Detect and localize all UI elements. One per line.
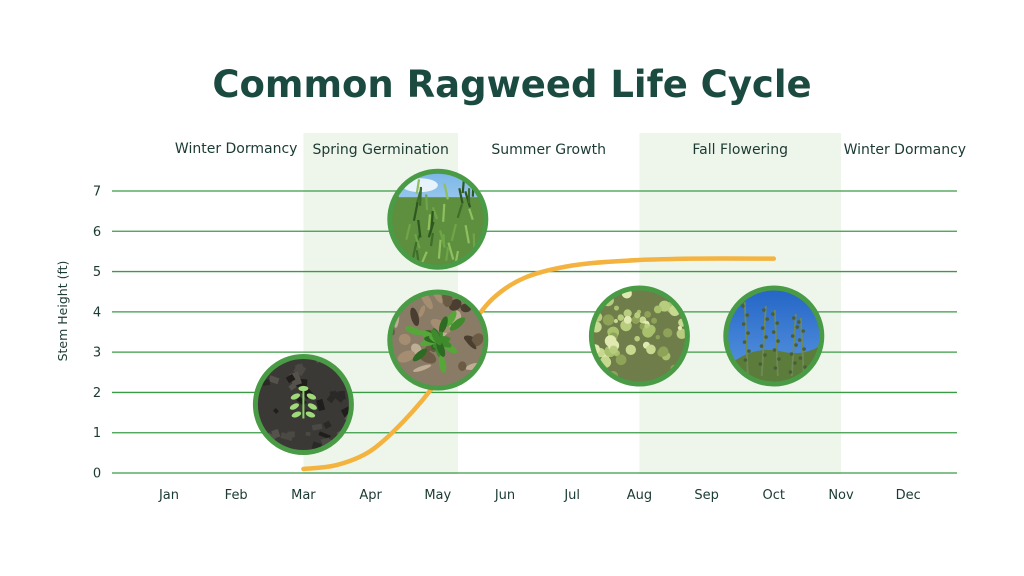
seedling-photo: [252, 354, 354, 456]
y-tick-4: 4: [93, 305, 101, 320]
mature-plant-photo: [387, 168, 489, 270]
x-tick-mar: Mar: [291, 488, 316, 503]
season-label-4: Winter Dormancy: [844, 142, 967, 158]
y-tick-1: 1: [93, 426, 101, 441]
growth-curve: [301, 256, 777, 472]
y-tick-2: 2: [93, 386, 101, 401]
x-tick-nov: Nov: [828, 488, 854, 503]
growth-line-series-0: [301, 256, 777, 472]
y-axis-label: Stem Height (ft): [55, 261, 70, 362]
season-label-0: Winter Dormancy: [175, 141, 298, 157]
season-label-3: Fall Flowering: [692, 142, 788, 158]
y-tick-0: 0: [93, 467, 101, 482]
x-tick-oct: Oct: [763, 488, 785, 503]
y-tick-7: 7: [93, 185, 101, 200]
x-tick-dec: Dec: [896, 488, 921, 503]
y-tick-3: 3: [93, 346, 101, 361]
flowering-plant-photo: [588, 285, 690, 387]
x-tick-jul: Jul: [563, 488, 580, 503]
seed-stalks-photo: [723, 285, 825, 387]
season-label-1: Spring Germination: [312, 142, 448, 158]
x-tick-jun: Jun: [494, 488, 515, 503]
x-tick-aug: Aug: [627, 488, 652, 503]
y-tick-6: 6: [93, 225, 101, 240]
x-tick-feb: Feb: [225, 488, 248, 503]
x-tick-sep: Sep: [694, 488, 719, 503]
x-tick-may: May: [424, 488, 451, 503]
chart-title: Common Ragweed Life Cycle: [212, 63, 811, 106]
y-tick-5: 5: [93, 265, 101, 280]
axis-ticks: 0 1 2 3 4 5 6 7 Jan Feb Mar Apr May Jun Jul Aug Sep Oct No…: [93, 185, 921, 504]
x-tick-jan: Jan: [158, 488, 179, 503]
season-label-2: Summer Growth: [491, 142, 606, 158]
x-tick-apr: Apr: [359, 488, 382, 503]
